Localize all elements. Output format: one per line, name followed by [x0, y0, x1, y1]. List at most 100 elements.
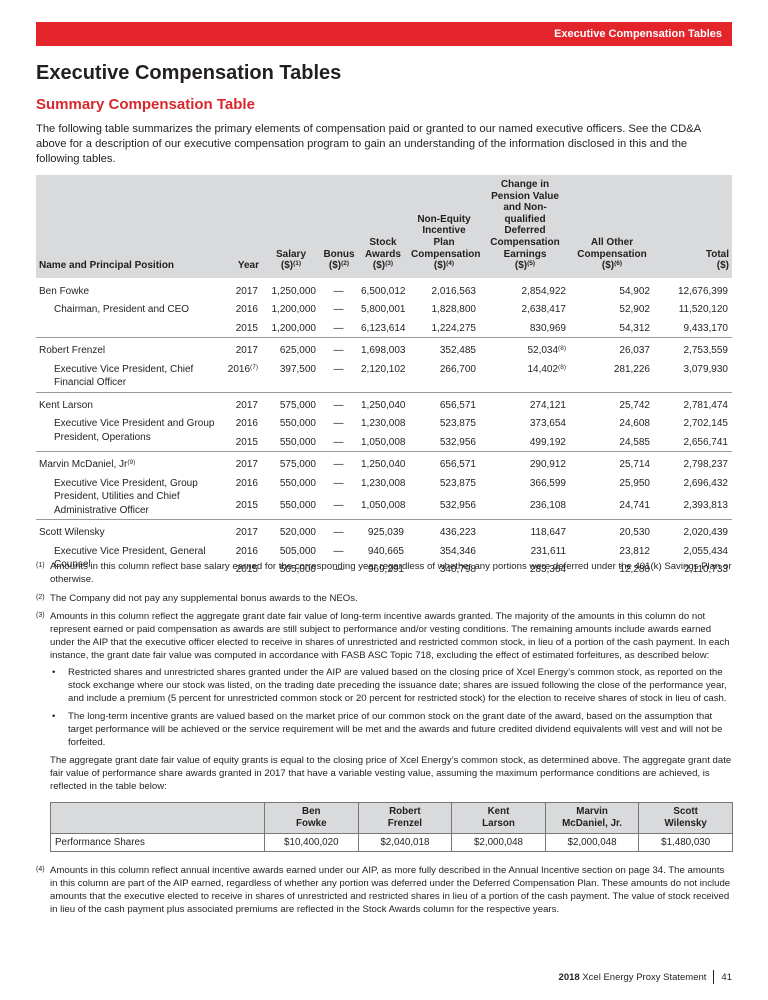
- table-cell: 354,346: [408, 542, 480, 561]
- cell-text: 24,585: [619, 436, 650, 448]
- table-cell: 1,250,040: [358, 451, 408, 474]
- header-line: Scott: [673, 806, 698, 817]
- header-line: Larson: [482, 818, 515, 829]
- table-cell: 830,969: [480, 319, 570, 338]
- cell-text: 2015: [235, 322, 258, 334]
- cell-text: 12,676,399: [677, 285, 728, 297]
- table-cell: —: [320, 474, 358, 497]
- banner: Executive Compensation Tables: [36, 22, 732, 46]
- table-cell: 499,192: [480, 433, 570, 452]
- cell-text: 550,000: [279, 418, 316, 430]
- cell-text: 23,812: [619, 545, 650, 557]
- table-cell: 1,230,008: [358, 474, 408, 497]
- footer-divider: [713, 970, 715, 984]
- table-cell: 2016: [216, 414, 262, 433]
- header-line: ($): [514, 260, 528, 272]
- cell-text: 373,654: [529, 418, 566, 430]
- table-cell: 1,050,008: [358, 496, 408, 519]
- cell-text: —: [333, 304, 344, 316]
- footnote-ref: (4): [446, 260, 455, 268]
- cell-text: 52,034: [527, 345, 559, 357]
- section-title: Summary Compensation Table: [36, 96, 255, 113]
- cell-text: 2,638,417: [521, 304, 567, 316]
- table-row: Chairman, President and CEO 2016 1,200,000…: [36, 300, 732, 319]
- column-header: Bonus ($)(2): [320, 175, 358, 278]
- footnote-ref: (7): [250, 363, 258, 371]
- cell-text: 6,123,614: [361, 322, 406, 334]
- cell-text: 2,393,813: [683, 500, 729, 512]
- table-cell: —: [320, 278, 358, 301]
- table-cell: 26,037: [570, 337, 654, 360]
- executive-title: Executive Vice President, General Counsel: [36, 542, 216, 579]
- cell-text: 925,039: [367, 527, 404, 539]
- table-cell: 2,781,474: [654, 391, 732, 415]
- table-cell: 1,200,000: [262, 319, 320, 338]
- table-cell: 20,530: [570, 519, 654, 542]
- table-cell: 281,226: [570, 360, 654, 393]
- table-cell: 12,676,399: [654, 278, 732, 301]
- footnote-body: Amounts in this column reflect base sala…: [50, 560, 732, 589]
- table-cell: 2017: [216, 519, 262, 542]
- header-line: Awards: [365, 248, 401, 260]
- cell-text: 499,192: [529, 436, 566, 448]
- cell-text: 1,828,800: [431, 304, 477, 316]
- table-cell: 2016(7): [216, 360, 262, 393]
- table-cell: 23,812: [570, 542, 654, 561]
- header-line: Compensation: [577, 248, 647, 260]
- name-text: Marvin McDaniel, Jr: [39, 459, 128, 471]
- table-cell: 14,402(8): [480, 360, 570, 393]
- footnote-text: Amounts in this column reflect the aggre…: [50, 611, 730, 661]
- table-cell: 2,753,559: [654, 337, 732, 360]
- cell-text: 625,000: [279, 345, 316, 357]
- cell-text: 290,912: [529, 459, 566, 471]
- table-row: 2015 550,000 — 1,050,008 532,956 236,108 24,74…: [36, 496, 732, 519]
- cell-text: 2016: [235, 545, 258, 557]
- cell-text: —: [333, 436, 344, 448]
- table-cell: 290,912: [480, 451, 570, 474]
- table-cell: 505,000: [262, 560, 320, 579]
- table-cell: 340,798: [408, 560, 480, 579]
- executive-name: Scott Wilensky: [36, 519, 216, 542]
- header-line: Name and Principal Position: [39, 260, 175, 272]
- cell-text: 2016: [235, 418, 258, 430]
- footnote-ref: (2): [341, 260, 350, 268]
- footnote-ref: (6): [614, 260, 623, 268]
- bullet-item: The long-term incentive grants are value…: [50, 710, 733, 749]
- table-cell: 625,000: [262, 337, 320, 360]
- cell-text: 520,000: [279, 527, 316, 539]
- header-line: Kent: [487, 806, 510, 817]
- table-cell: —: [320, 319, 358, 338]
- table-cell: $10,400,020: [264, 833, 359, 852]
- footnote-body: The Company did not pay any supplemental…: [50, 592, 732, 608]
- table-cell: 397,500: [262, 360, 320, 393]
- cell-text: 2017: [235, 527, 258, 539]
- cell-text: 2,781,474: [683, 399, 729, 411]
- table-cell: 520,000: [262, 519, 320, 542]
- table-cell: 2,120,102: [358, 360, 408, 393]
- table-cell: 352,485: [408, 337, 480, 360]
- cell-text: 505,000: [279, 545, 316, 557]
- header-line: ($): [328, 260, 342, 272]
- cell-text: 550,000: [279, 477, 316, 489]
- bullet-item: Restricted shares and unrestricted share…: [50, 666, 733, 705]
- cell-text: —: [333, 399, 344, 411]
- cell-text: 2015: [235, 564, 258, 576]
- table-cell: 2017: [216, 278, 262, 301]
- footnotes: (1) Amounts in this column reflect base s…: [36, 560, 733, 921]
- title-line: Administrative Officer: [54, 504, 149, 516]
- table-cell: 2,393,813: [654, 496, 732, 519]
- header-line: Non-Equity: [417, 213, 471, 225]
- cell-text: 575,000: [279, 399, 316, 411]
- cell-text: 366,599: [529, 477, 566, 489]
- table-cell: 2016: [216, 300, 262, 319]
- cell-text: 352,485: [439, 345, 476, 357]
- table-cell: 436,223: [408, 519, 480, 542]
- cell-text: 1,230,008: [361, 418, 406, 430]
- cell-text: 2017: [235, 459, 258, 471]
- bullet-list: Restricted shares and unrestricted share…: [50, 666, 733, 749]
- cell-text: —: [333, 322, 344, 334]
- cell-text: 118,647: [530, 527, 566, 539]
- footnote: (3) Amounts in this column reflect the ag…: [36, 610, 733, 861]
- footnote-ref: (1): [293, 260, 302, 268]
- table-cell: 11,520,120: [654, 300, 732, 319]
